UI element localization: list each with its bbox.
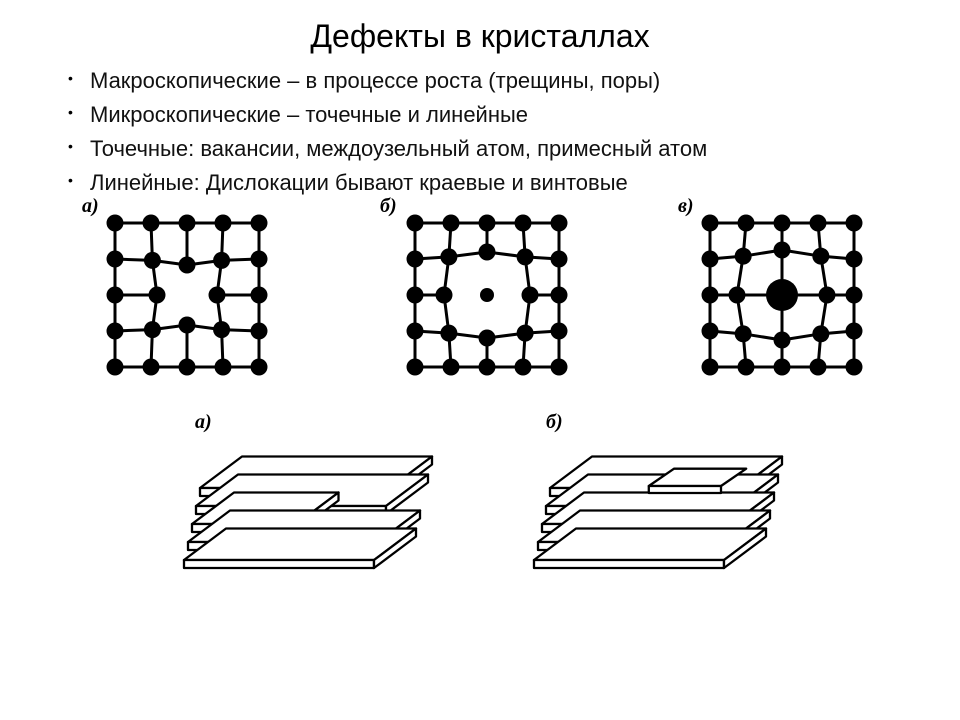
diagram-area: а) б) в) а) б) [0,201,960,661]
bullet-item: Точечные: вакансии, междоузельный атом, … [90,133,890,165]
stack-screw-dislocation [530,418,830,628]
page-title: Дефекты в кристаллах [0,0,960,65]
lattice-impurity [690,203,880,393]
bullet-item: Макроскопические – в процессе роста (тре… [90,65,890,97]
bullet-item: Линейные: Дислокации бывают краевые и ви… [90,167,890,199]
bullet-list: Макроскопические – в процессе роста (тре… [0,65,960,199]
stack-edge-dislocation [180,418,480,628]
bullet-item: Микроскопические – точечные и линейные [90,99,890,131]
slide: Дефекты в кристаллах Макроскопические – … [0,0,960,720]
lattice-interstitial [395,203,585,393]
lattice-vacancy [95,203,285,393]
